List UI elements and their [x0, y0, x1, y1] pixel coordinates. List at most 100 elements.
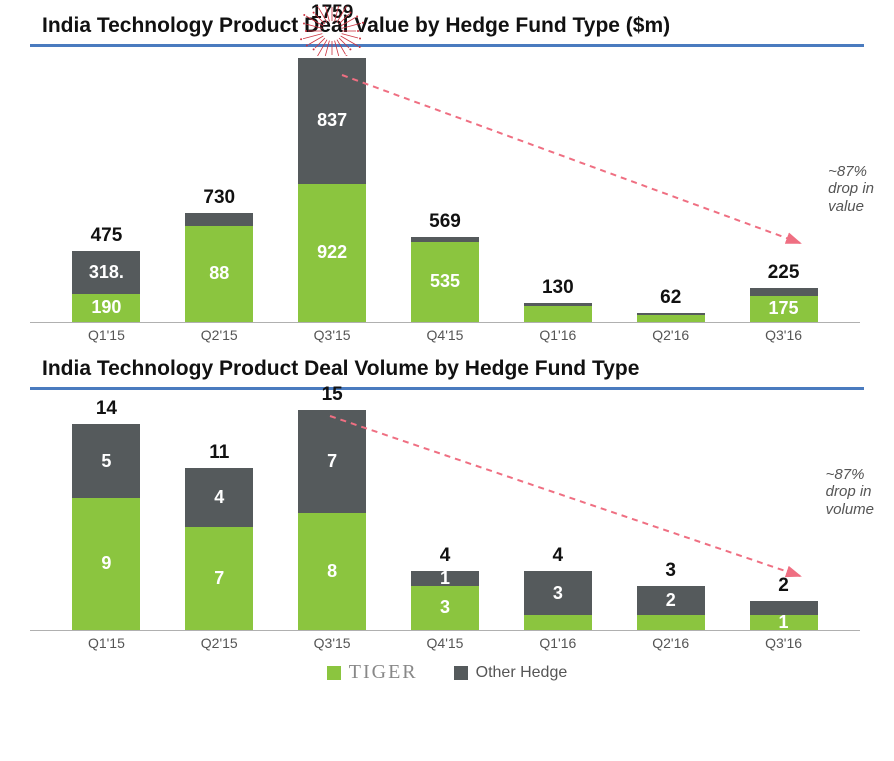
x-axis-label: Q4'15	[389, 327, 502, 343]
x-axis-label: Q2'16	[614, 327, 727, 343]
bar-seg-tiger: 1	[750, 615, 818, 630]
bar-group: 225175	[750, 288, 818, 322]
bar-group: 43	[524, 571, 592, 630]
chart-value-annotation: ~87%drop invalue	[828, 163, 874, 215]
bar-seg-label: 5	[101, 451, 111, 472]
x-axis-label: Q2'15	[163, 635, 276, 651]
x-axis-label: Q1'16	[501, 327, 614, 343]
bar-seg-tiger: 175	[750, 296, 818, 322]
bar-seg-label: 922	[317, 242, 347, 263]
bar-total-label: 15	[298, 384, 366, 406]
bar-total-label: 569	[411, 211, 479, 233]
x-axis-label: Q1'15	[50, 635, 163, 651]
bar-total-label: 730	[185, 187, 253, 209]
bar-group: 62	[637, 313, 705, 322]
bar-seg-tiger: 3	[411, 586, 479, 630]
legend: TIGER Other Hedge	[30, 661, 864, 684]
bar-seg-label: 3	[440, 597, 450, 618]
bar-seg-label: 1	[779, 612, 789, 633]
chart-volume-xaxis: Q1'15Q2'15Q3'15Q4'15Q1'16Q2'16Q3'16	[30, 631, 860, 653]
bar-total-label: 1759	[298, 2, 366, 24]
x-axis-label: Q3'16	[727, 635, 840, 651]
bar-seg-label: 2	[666, 590, 676, 611]
bar-seg-other-hedge: 2	[637, 586, 705, 615]
chart-volume-plotwrap: 145911471578413433221 Q1'15Q2'15Q3'15Q4'…	[30, 396, 864, 653]
bar-seg-label: 1	[440, 568, 450, 589]
bar-seg-label: 7	[327, 451, 337, 472]
bar-group: 413	[411, 571, 479, 630]
bar-seg-other-hedge: 318.	[72, 251, 140, 294]
bar-seg-other-hedge: 7	[298, 410, 366, 513]
annotation-line: ~87%	[826, 466, 874, 483]
bar-seg-tiger: 922	[298, 184, 366, 322]
x-axis-label: Q4'15	[389, 635, 502, 651]
bar-seg-label: 190	[91, 297, 121, 318]
bar-group: 1578	[298, 410, 366, 630]
chart-volume-plot: 145911471578413433221	[30, 396, 860, 631]
bar-seg-tiger: 190	[72, 294, 140, 323]
chart-value-title: India Technology Product Deal Value by H…	[30, 10, 864, 44]
bar-total-label: 130	[524, 277, 592, 299]
chart-value-plot: 475318.190730881759837922569535130622251…	[30, 53, 860, 323]
annotation-line: volume	[826, 501, 874, 518]
chart-value-plotwrap: 475318.190730881759837922569535130622251…	[30, 53, 864, 345]
bar-group: 569535	[411, 237, 479, 322]
x-axis-label: Q3'15	[276, 635, 389, 651]
bar-seg-tiger: 88	[185, 226, 253, 322]
bar-group: 1459	[72, 424, 140, 630]
bar-seg-label: 9	[101, 553, 111, 574]
bar-group: 475318.190	[72, 251, 140, 322]
legend-item: Other Hedge	[454, 664, 568, 682]
x-axis-label: Q2'16	[614, 635, 727, 651]
bar-seg-label: 3	[553, 583, 563, 604]
bar-group: 21	[750, 601, 818, 630]
bar-seg-label: 535	[430, 271, 460, 292]
legend-label: Other Hedge	[476, 664, 568, 682]
bar-seg-tiger: 535	[411, 242, 479, 322]
legend-item: TIGER	[327, 661, 418, 684]
bar-seg-tiger: 9	[72, 498, 140, 630]
bar-total-label: 475	[72, 225, 140, 247]
bar-seg-tiger: 7	[185, 527, 253, 630]
chart-volume: India Technology Product Deal Volume by …	[30, 353, 864, 653]
bar-total-label: 4	[411, 545, 479, 567]
bar-total-label: 11	[185, 442, 253, 464]
annotation-line: value	[828, 198, 874, 215]
annotation-line: drop in	[828, 180, 874, 197]
x-axis-label: Q1'16	[501, 635, 614, 651]
x-axis-label: Q1'15	[50, 327, 163, 343]
bar-group: 32	[637, 586, 705, 630]
bar-seg-tiger	[637, 315, 705, 322]
bar-group: 1147	[185, 468, 253, 630]
bar-seg-other-hedge: 1	[411, 571, 479, 586]
chart-value: India Technology Product Deal Value by H…	[30, 10, 864, 345]
x-axis-label: Q3'15	[276, 327, 389, 343]
legend-swatch	[327, 666, 341, 680]
bar-total-label: 14	[72, 398, 140, 420]
bar-total-label: 225	[750, 262, 818, 284]
bar-seg-label: 88	[209, 263, 229, 284]
legend-swatch	[454, 666, 468, 680]
bar-seg-label: 837	[317, 110, 347, 131]
bar-group: 1759837922	[298, 58, 366, 322]
bar-seg-label: 7	[214, 568, 224, 589]
chart-volume-title: India Technology Product Deal Volume by …	[30, 353, 864, 387]
bar-seg-other-hedge: 837	[298, 58, 366, 184]
bar-seg-label: 175	[769, 298, 799, 319]
bar-group: 130	[524, 303, 592, 323]
bar-seg-label: 4	[214, 487, 224, 508]
x-axis-label: Q2'15	[163, 327, 276, 343]
bar-seg-tiger	[524, 306, 592, 323]
bar-seg-other-hedge	[185, 213, 253, 226]
bar-total-label: 62	[637, 287, 705, 309]
bar-seg-tiger: 8	[298, 513, 366, 631]
bar-total-label: 3	[637, 560, 705, 582]
bar-seg-other-hedge: 4	[185, 468, 253, 527]
bar-seg-other-hedge: 5	[72, 424, 140, 497]
bar-seg-tiger	[524, 615, 592, 630]
bar-seg-other-hedge	[750, 288, 818, 296]
bar-seg-other-hedge: 3	[524, 571, 592, 615]
annotation-line: drop in	[826, 483, 874, 500]
bar-seg-label: 8	[327, 561, 337, 582]
annotation-line: ~87%	[828, 163, 874, 180]
